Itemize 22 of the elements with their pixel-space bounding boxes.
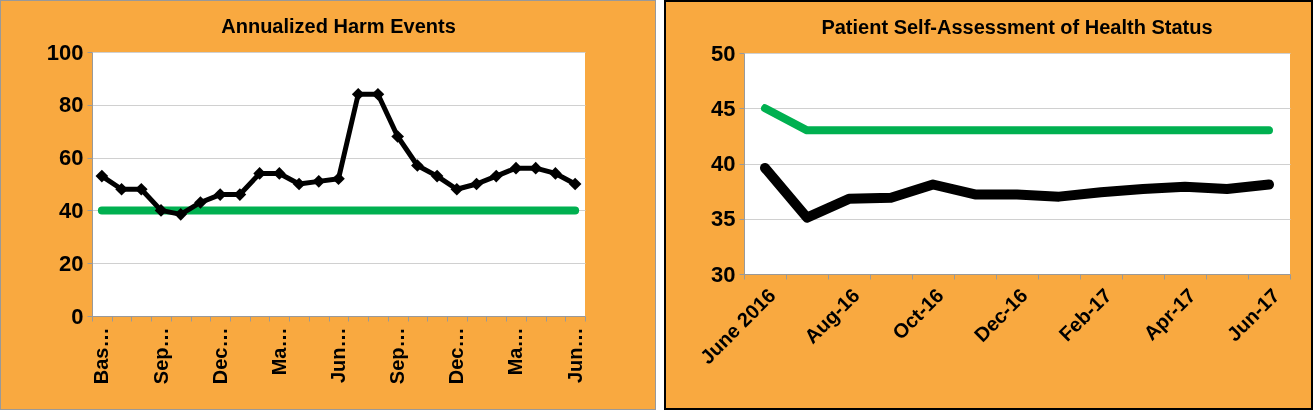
y-tick-label: 35: [711, 206, 736, 232]
x-tick-label: Ma…: [504, 327, 527, 376]
chart-title: Annualized Harm Events: [221, 15, 456, 37]
x-tick-label: Bas…: [90, 327, 113, 385]
y-tick-label: 80: [59, 92, 84, 118]
x-tick-label: Dec…: [208, 327, 231, 385]
y-tick-label: 100: [46, 39, 84, 65]
x-tick-label: Sep…: [149, 327, 172, 385]
x-tick-label: Jun…: [327, 327, 349, 384]
y-tick-label: 20: [59, 250, 84, 276]
x-tick-label: Sep…: [386, 327, 409, 385]
y-tick-label: 60: [59, 145, 84, 171]
y-tick-label: 50: [711, 40, 736, 66]
chart-title: Patient Self-Assessment of Health Status: [821, 16, 1213, 38]
x-tick-label: Dec…: [445, 327, 468, 385]
y-tick-label: 30: [711, 261, 736, 287]
y-tick-label: 40: [59, 197, 84, 223]
x-tick-label: Jun…: [563, 327, 586, 384]
y-tick-label: 45: [711, 95, 736, 121]
y-tick-label: 40: [711, 151, 736, 176]
x-tick-label: Ma…: [267, 327, 290, 376]
y-tick-label: 0: [71, 303, 84, 329]
